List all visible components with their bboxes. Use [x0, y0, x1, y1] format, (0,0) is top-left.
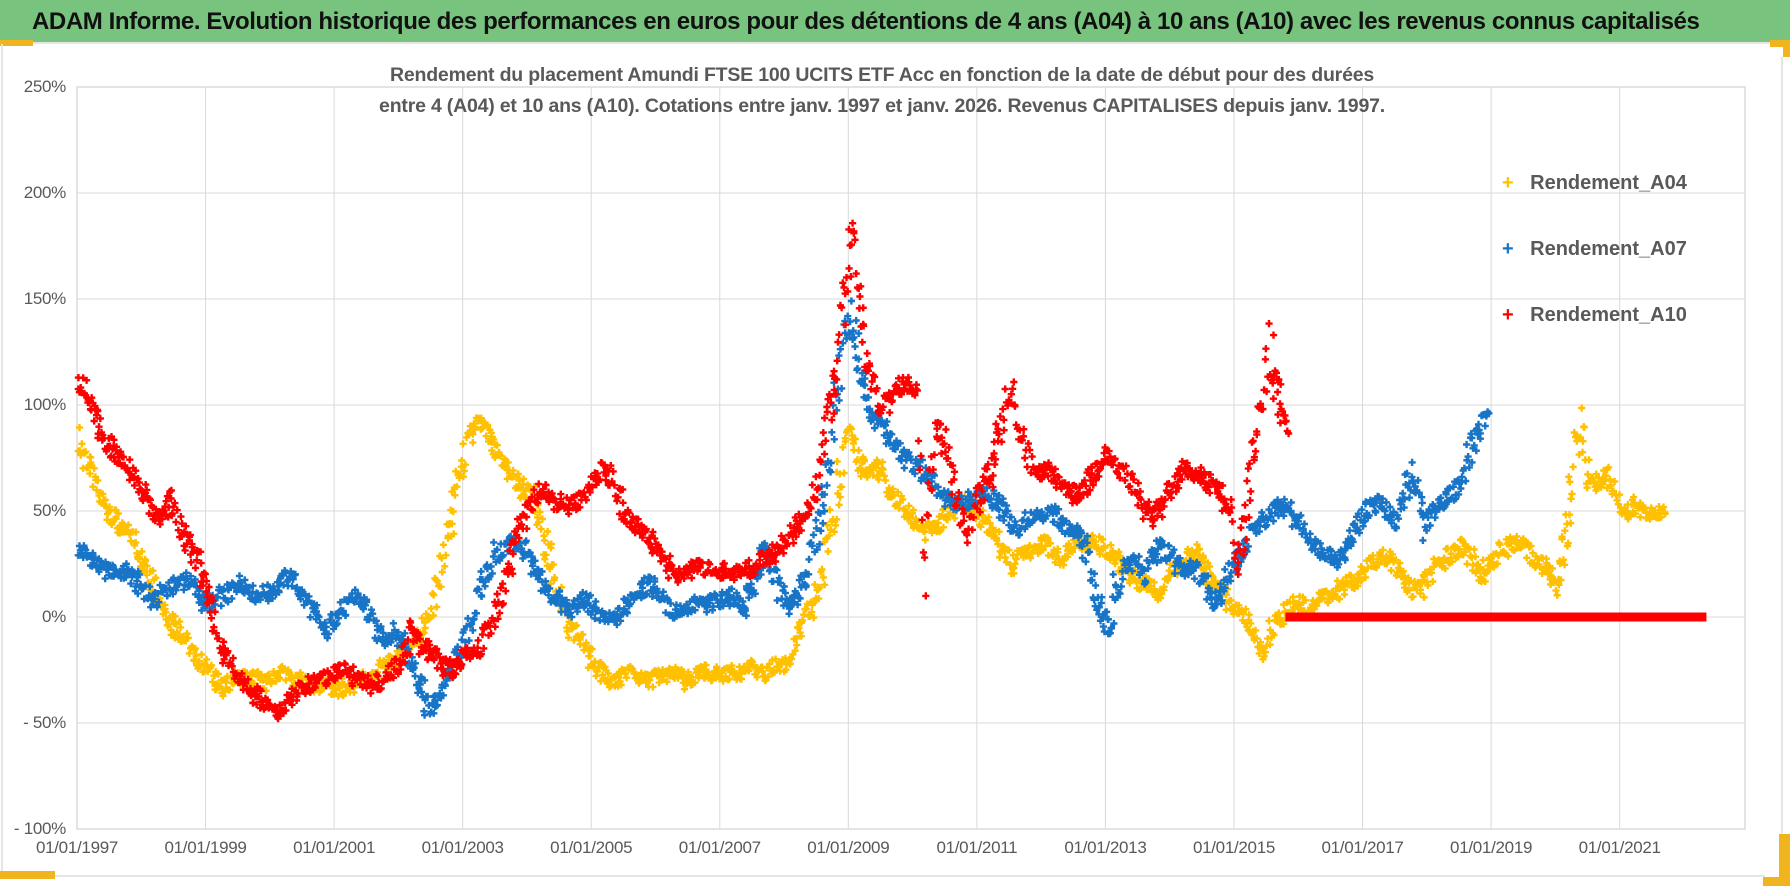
y-tick-label: 200%: [23, 183, 67, 202]
legend-item-a04: + Rendement_A04: [1502, 172, 1687, 206]
x-tick-label: 01/01/2019: [1450, 838, 1533, 857]
accent-bottom-right-h: [1763, 877, 1790, 886]
x-tick-label: 01/01/2021: [1578, 838, 1661, 857]
accent-top-left: [0, 40, 33, 46]
accent-top-right-v: [1783, 40, 1790, 57]
y-tick-label: 50%: [32, 501, 66, 520]
legend-item-a07: + Rendement_A07: [1502, 238, 1687, 272]
x-tick-label: 01/01/2001: [293, 838, 376, 857]
plus-marker-icon: +: [1502, 172, 1514, 194]
y-tick-label: 250%: [23, 77, 67, 96]
header-banner: ADAM Informe. Evolution historique des p…: [0, 0, 1790, 43]
x-tick-label: 01/01/2005: [550, 838, 633, 857]
rule-right: [1781, 57, 1783, 835]
legend-label: Rendement_A07: [1530, 238, 1687, 260]
x-tick-label: 01/01/2011: [936, 838, 1018, 857]
chart-title-line2: entre 4 (A04) et 10 ans (A10). Cotations…: [379, 95, 1385, 117]
legend-label: Rendement_A04: [1530, 172, 1687, 194]
y-tick-label: 150%: [23, 289, 67, 308]
rule-left: [1, 44, 3, 874]
accent-bottom-right-v: [1779, 834, 1790, 886]
y-tick-label: - 100%: [13, 819, 66, 838]
accent-bottom-left: [0, 871, 55, 879]
rule-top: [33, 42, 1770, 44]
y-tick-label: 0%: [42, 607, 66, 626]
x-tick-label: 01/01/1997: [35, 838, 119, 857]
page-title: ADAM Informe. Evolution historique des p…: [32, 8, 1700, 35]
plus-marker-icon: +: [1502, 238, 1514, 260]
x-tick-label: 01/01/2015: [1192, 838, 1276, 857]
rule-bottom: [55, 875, 1765, 877]
x-tick-label: 01/01/2003: [421, 838, 504, 857]
x-tick-label: 01/01/2009: [807, 838, 890, 857]
chart-legend: + Rendement_A04 + Rendement_A07 + Rendem…: [1502, 172, 1687, 370]
x-tick-label: 01/01/2013: [1064, 838, 1147, 857]
x-tick-label: 01/01/1999: [164, 838, 247, 857]
plus-marker-icon: +: [1502, 304, 1514, 326]
chart-title: Rendement du placement Amundi FTSE 100 U…: [157, 60, 1607, 122]
legend-label: Rendement_A10: [1530, 304, 1687, 326]
y-tick-label: 100%: [23, 395, 67, 414]
x-tick-label: 01/01/2017: [1321, 838, 1404, 857]
y-tick-label: - 50%: [23, 713, 66, 732]
legend-item-a10: + Rendement_A10: [1502, 304, 1687, 338]
accent-top-right-h: [1770, 40, 1790, 47]
chart-title-line1: Rendement du placement Amundi FTSE 100 U…: [389, 64, 1375, 86]
x-tick-label: 01/01/2007: [678, 838, 761, 857]
